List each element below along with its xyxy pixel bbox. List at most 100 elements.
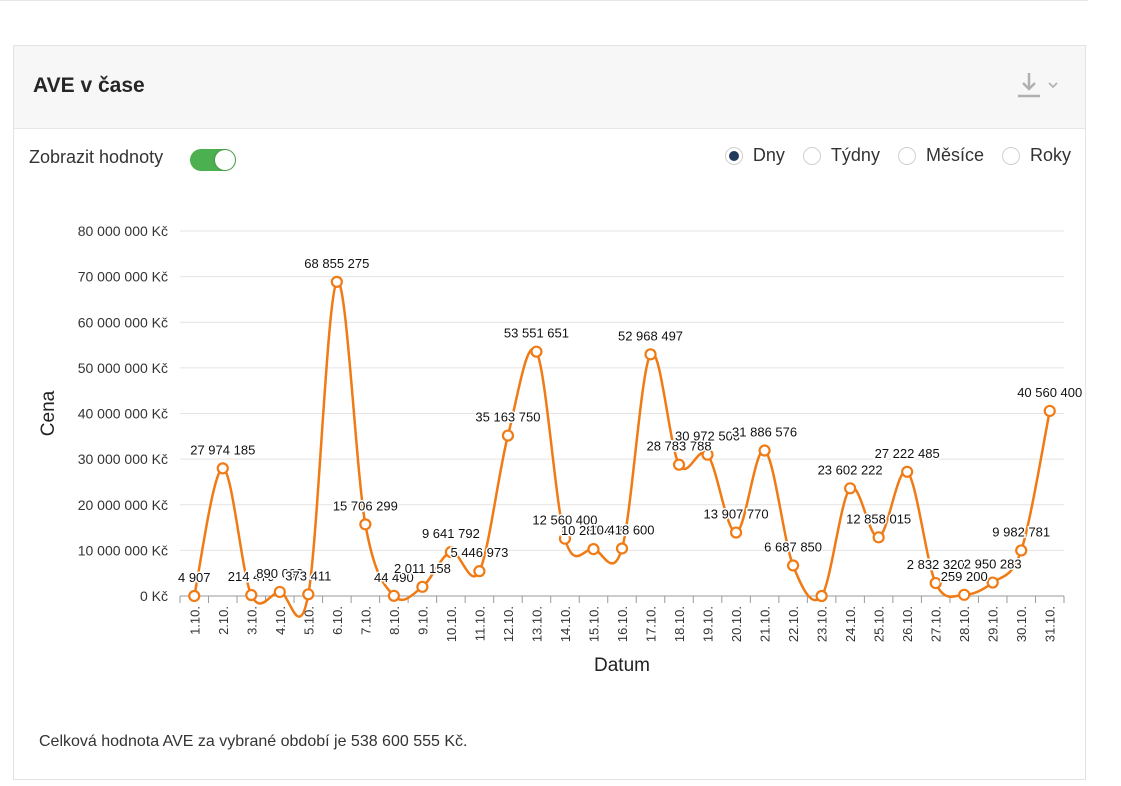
y-tick-label: 30 000 000 Kč xyxy=(78,451,168,467)
x-tick-label: 11.10. xyxy=(472,606,487,641)
data-point xyxy=(986,576,999,589)
data-label: 214 479 xyxy=(228,569,275,584)
y-axis-title: Cena xyxy=(38,390,59,436)
data-label: 31 886 576 xyxy=(732,425,797,440)
data-point xyxy=(587,542,600,556)
x-tick-label: 4.10. xyxy=(273,606,288,635)
data-label: 10 418 600 xyxy=(589,522,654,537)
y-tick-label: 0 Kč xyxy=(140,588,168,604)
data-point xyxy=(815,589,828,603)
data-label: 6 687 850 xyxy=(764,539,822,554)
show-values-toggle[interactable] xyxy=(190,149,236,171)
data-point xyxy=(644,348,657,361)
data-label: 13 907 770 xyxy=(704,507,769,522)
x-tick-label: 18.10. xyxy=(672,606,687,642)
data-label: 68 855 275 xyxy=(304,256,369,271)
radio-months[interactable]: Měsíce xyxy=(897,145,984,166)
data-point xyxy=(1043,404,1056,418)
data-point xyxy=(330,275,343,288)
data-label: 12 858 015 xyxy=(846,511,911,526)
x-tick-label: 2.10. xyxy=(216,606,231,635)
period-radio-group: Dny Týdny Měsíce Roky xyxy=(707,145,1071,166)
radio-circle xyxy=(724,146,743,165)
x-tick-label: 19.10. xyxy=(701,606,716,642)
data-label: 27 222 485 xyxy=(875,446,940,461)
data-label: 23 602 222 xyxy=(818,462,883,477)
total-summary: Celková hodnota AVE za vybrané období je… xyxy=(39,733,468,750)
show-values-label: Zobrazit hodnoty xyxy=(29,147,164,167)
data-label: 10 280 418 xyxy=(561,523,626,538)
x-tick-label: 12.10. xyxy=(501,606,516,642)
top-divider xyxy=(0,0,1088,1)
x-tick-label: 10.10. xyxy=(444,606,459,642)
data-label: 5 446 973 xyxy=(450,545,508,560)
data-label: 15 706 299 xyxy=(333,498,398,513)
data-label: 259 200 xyxy=(941,569,988,584)
data-point xyxy=(302,588,315,601)
data-label: 27 974 185 xyxy=(190,442,255,457)
card-title: AVE v čase xyxy=(33,74,145,97)
y-tick-label: 60 000 000 Kč xyxy=(78,314,168,330)
x-tick-label: 30.10. xyxy=(1014,606,1029,642)
data-point xyxy=(444,545,458,559)
data-point xyxy=(245,588,258,602)
data-point xyxy=(530,345,543,358)
y-tick-label: 70 000 000 Kč xyxy=(78,269,168,285)
radio-label: Dny xyxy=(752,145,785,165)
download-icon xyxy=(1018,73,1058,98)
x-tick-label: 16.10. xyxy=(615,606,630,642)
data-point xyxy=(359,518,372,531)
x-tick-label: 31.10. xyxy=(1043,606,1058,642)
data-point xyxy=(901,465,914,478)
x-tick-label: 9.10. xyxy=(415,606,430,635)
x-tick-label: 6.10. xyxy=(330,606,345,635)
data-label: 890 093 xyxy=(256,566,303,581)
data-point xyxy=(501,429,515,442)
x-tick-label: 1.10. xyxy=(187,606,202,635)
data-point xyxy=(844,482,857,495)
data-label: 2 950 283 xyxy=(964,557,1022,572)
y-tick-label: 50 000 000 Kč xyxy=(78,360,168,376)
data-point xyxy=(672,458,686,471)
x-tick-label: 3.10. xyxy=(244,606,259,635)
data-label: 44 490 xyxy=(374,570,414,585)
x-tick-label: 22.10. xyxy=(786,606,801,642)
data-label: 30 972 500 xyxy=(675,429,740,444)
data-label: 35 163 750 xyxy=(475,410,540,425)
x-tick-label: 20.10. xyxy=(729,606,744,642)
data-point xyxy=(615,542,629,555)
radio-circle xyxy=(802,146,821,165)
x-tick-label: 27.10. xyxy=(929,606,944,642)
data-point xyxy=(786,559,800,572)
ave-card: AVE v čase Zobrazit hodnoty Dny Týdny Mě… xyxy=(13,45,1086,780)
radio-label: Týdny xyxy=(830,145,880,165)
x-tick-label: 24.10. xyxy=(843,606,858,642)
data-point xyxy=(929,576,942,590)
x-axis-title: Datum xyxy=(594,655,650,676)
data-label: 2 011 158 xyxy=(394,561,451,576)
x-tick-label: 23.10. xyxy=(815,606,830,642)
data-label: 28 783 788 xyxy=(646,439,711,454)
radio-label: Roky xyxy=(1029,145,1071,165)
radio-years[interactable]: Roky xyxy=(1001,145,1071,166)
data-label: 40 560 400 xyxy=(1017,385,1082,400)
radio-circle xyxy=(1001,146,1020,165)
x-tick-label: 26.10. xyxy=(900,606,915,642)
data-label: 9 982 781 xyxy=(992,524,1050,539)
radio-weeks[interactable]: Týdny xyxy=(802,145,880,166)
data-point xyxy=(1015,544,1028,557)
x-tick-label: 29.10. xyxy=(986,606,1001,642)
toggle-knob xyxy=(215,150,235,170)
data-label: 12 560 400 xyxy=(532,513,597,528)
card-header: AVE v čase xyxy=(14,46,1085,129)
radio-days[interactable]: Dny xyxy=(724,145,785,166)
download-menu-button[interactable] xyxy=(1015,70,1065,100)
x-tick-label: 7.10. xyxy=(358,606,373,635)
data-label: 2 832 320 xyxy=(907,557,965,572)
series-line xyxy=(193,280,1051,618)
data-point xyxy=(558,532,572,545)
x-tick-label: 8.10. xyxy=(387,606,402,635)
x-tick-label: 14.10. xyxy=(558,606,573,642)
radio-label: Měsíce xyxy=(925,145,984,165)
data-label: 4 907 xyxy=(178,570,211,585)
